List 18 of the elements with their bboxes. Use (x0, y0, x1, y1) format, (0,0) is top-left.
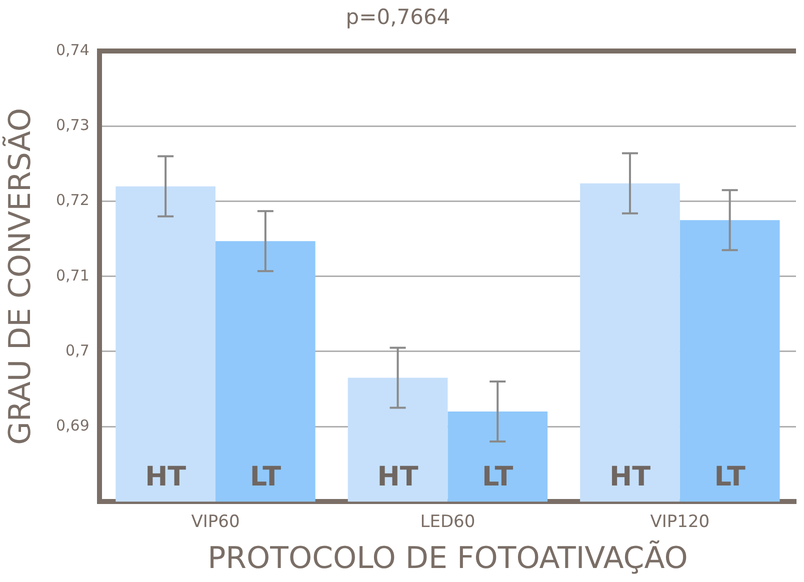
y-tick-label: 0,69 (56, 416, 90, 434)
y-tick-label: 0,7 (66, 341, 90, 360)
x-tick-label: LED60 (420, 512, 476, 532)
x-axis-title: PROTOCOLO DE FOTOATIVAÇÃO (208, 540, 688, 576)
y-tick-label: 0,74 (56, 41, 90, 60)
y-axis-title: GRAU DE CONVERSÃO (2, 108, 38, 445)
text: HT (609, 462, 650, 493)
text: LT (714, 462, 746, 493)
series-label: HT (377, 462, 419, 493)
chart-title: p=0,7664 (346, 5, 450, 30)
y-tick-label: 0,71 (56, 266, 90, 284)
text: HT (145, 462, 186, 493)
x-tick-label: VIP60 (191, 512, 240, 532)
y-tick-label: 0,73 (56, 116, 90, 134)
series-label: LT (482, 462, 514, 493)
text: LT (250, 462, 281, 493)
x-tick-label: VIP120 (650, 512, 710, 532)
y-tick-label: 0,72 (56, 191, 90, 210)
